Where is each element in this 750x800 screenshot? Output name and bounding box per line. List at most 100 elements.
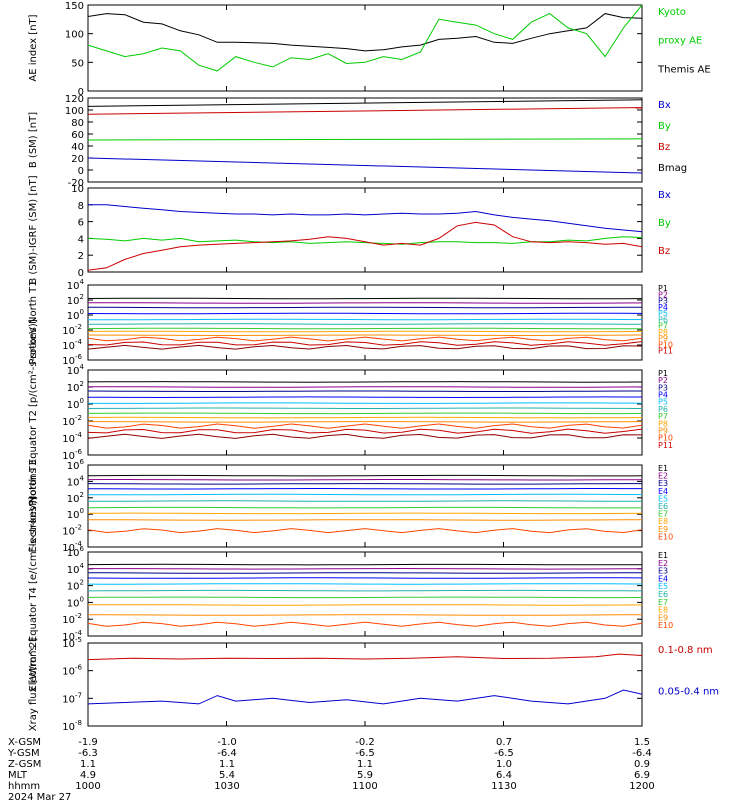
y-tick-exponent: 0 (80, 397, 84, 405)
series-line-8 (88, 512, 643, 515)
y-tick-label: 80 (71, 118, 84, 129)
y-tick-exponent: 4 (80, 363, 85, 371)
series-line-2 (88, 567, 643, 570)
legend-entry: P6 (658, 315, 668, 324)
legend-entry: P3 (658, 297, 668, 306)
legend-entry: proxy AE (658, 36, 702, 47)
legend-entry: E9 (658, 525, 668, 534)
panel-frame (87, 4, 643, 92)
y-tick-label: 10 (67, 281, 80, 292)
series-line-12 (87, 344, 643, 350)
y-tick-label: 10 (62, 341, 75, 352)
y-tick-label: 10 (67, 598, 80, 609)
y-tick-label: 0 (78, 268, 84, 279)
series-line-12 (87, 433, 643, 439)
y-axis-label: B (SM) [nT] (28, 112, 39, 168)
series-line-1 (87, 563, 643, 566)
axis-row-value: -6.5 (494, 748, 514, 759)
series-line-4 (87, 577, 643, 579)
axis-row-value: 1200 (629, 781, 654, 792)
series-line-10 (87, 336, 643, 342)
y-tick-label: 10 (62, 615, 75, 626)
series-line-4 (87, 396, 642, 399)
series-line-9 (88, 519, 643, 521)
axis-row-value: 6.4 (496, 770, 512, 781)
y-tick-label: 100 (65, 106, 84, 117)
y-tick-exponent: 4 (80, 474, 85, 482)
legend-entry: E2 (658, 472, 668, 481)
panel-1: 0 50 100 150 AE index [nT] Kyoto proxy AE Themi… (28, 1, 711, 98)
y-tick-label: 0 (78, 166, 84, 177)
series-line-1 (87, 13, 643, 52)
legend-entry: E2 (658, 559, 668, 568)
series-line-10 (87, 621, 643, 627)
legend-entry: P1 (658, 284, 668, 293)
legend-entry: Bz (658, 246, 670, 257)
axis-row-value: 4.9 (80, 770, 96, 781)
series-line-3 (88, 572, 642, 574)
y-tick-exponent: -4 (75, 431, 83, 439)
series-line-7 (87, 506, 643, 509)
legend-entry: E3 (658, 479, 668, 488)
y-tick-label: 10 (62, 417, 75, 428)
series-line-8 (88, 416, 643, 419)
y-tick-exponent: 6 (80, 458, 85, 466)
legend-entry: E1 (658, 464, 668, 473)
y-tick-exponent: -6 (75, 353, 83, 361)
legend-entry: Themis AE (657, 64, 711, 75)
legend-entry: E5 (658, 582, 668, 591)
series-line-7 (87, 596, 643, 599)
legend-entry: P7 (658, 322, 668, 331)
y-tick-exponent: 2 (80, 579, 84, 587)
y-tick-exponent: -2 (75, 323, 82, 331)
y-tick-label: 50 (71, 58, 84, 69)
y-tick-label: 10 (67, 582, 80, 593)
legend-entry: P6 (658, 405, 668, 414)
series-line-10 (87, 423, 643, 429)
y-tick-label: 6 (78, 218, 84, 229)
y-tick-label: 2 (78, 251, 84, 262)
y-tick-exponent: 0 (80, 507, 84, 515)
series-line-3 (87, 390, 642, 392)
axis-date: 2024 Mar 27 (8, 792, 71, 800)
axis-row-value: -0.2 (355, 737, 375, 748)
y-tick-exponent: -6 (75, 448, 83, 456)
y-tick-label: 10 (67, 366, 80, 377)
legend-entry: P10 (658, 340, 673, 349)
axis-row-value: 1.1 (219, 759, 235, 770)
series-line-2 (87, 236, 643, 245)
legend-entry: By (658, 218, 671, 229)
legend-entry: Kyoto (658, 7, 686, 18)
axis-row-label: Y-GSM (7, 748, 40, 759)
y-tick-label: 10 (62, 632, 75, 643)
y-tick-label: 10 (62, 434, 75, 445)
y-tick-label: 40 (71, 142, 84, 153)
legend-entry: E5 (658, 494, 668, 503)
y-tick-label: 8 (78, 201, 84, 212)
legend-entry: E4 (658, 487, 668, 496)
y-tick-exponent: -2 (75, 414, 82, 422)
y-tick-label: -20 (68, 178, 84, 189)
y-tick-exponent: -2 (75, 612, 82, 620)
legend-entry: P1 (658, 369, 668, 378)
series-line-4 (87, 488, 642, 490)
axis-row-value: 1100 (352, 781, 377, 792)
series-line-9 (88, 421, 643, 423)
panel-frame (87, 642, 643, 727)
series-line-9 (88, 614, 642, 616)
series-line-11 (87, 341, 643, 346)
y-tick-label: 10 (67, 548, 80, 559)
legend-entry: P8 (658, 328, 668, 337)
x-axis-table: X-GSM -1.9 -1.0 -0.2 0.7 1.5 Y-GSM -6.3 -6.4 -6.5… (7, 737, 655, 800)
series-line-1 (87, 157, 643, 174)
legend-entry: P2 (658, 376, 668, 385)
legend-entry: E4 (658, 574, 668, 583)
legend-entry: P7 (658, 412, 668, 421)
y-axis-label: Xray flux [W/m^2] (28, 638, 39, 732)
panel-frame (87, 369, 643, 456)
axis-row-value: 0.7 (496, 737, 512, 748)
y-tick-label: 120 (65, 94, 84, 105)
legend-entry: Bx (658, 100, 671, 111)
